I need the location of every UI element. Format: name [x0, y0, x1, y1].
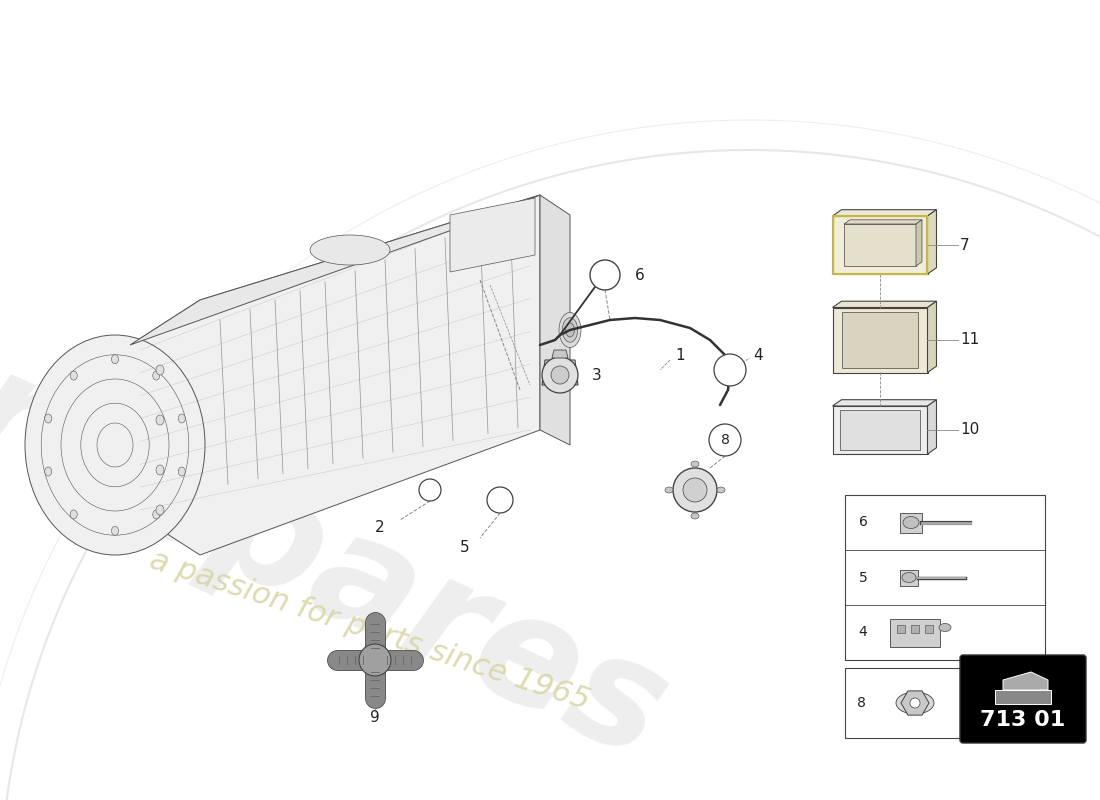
Circle shape — [551, 366, 569, 384]
Ellipse shape — [156, 365, 164, 375]
Circle shape — [673, 468, 717, 512]
Bar — [845, 495, 1045, 660]
Polygon shape — [1003, 672, 1048, 690]
Text: eurospares: eurospares — [0, 248, 690, 792]
Circle shape — [359, 644, 390, 676]
Text: 5: 5 — [859, 570, 868, 585]
Circle shape — [590, 260, 620, 290]
Ellipse shape — [691, 461, 698, 467]
Text: 2: 2 — [375, 521, 385, 535]
Text: 8: 8 — [857, 696, 866, 710]
Polygon shape — [916, 220, 922, 266]
Text: 8: 8 — [720, 433, 729, 447]
Text: 11: 11 — [960, 333, 979, 347]
Text: a passion for parts since 1965: a passion for parts since 1965 — [146, 545, 594, 715]
Text: 5: 5 — [460, 541, 470, 555]
Ellipse shape — [45, 467, 52, 476]
Circle shape — [710, 424, 741, 456]
Ellipse shape — [903, 517, 918, 529]
Ellipse shape — [666, 487, 673, 493]
Ellipse shape — [691, 513, 698, 519]
Circle shape — [419, 479, 441, 501]
Ellipse shape — [25, 335, 205, 555]
FancyBboxPatch shape — [960, 655, 1086, 743]
Text: 7: 7 — [960, 238, 969, 253]
Circle shape — [487, 487, 513, 513]
Ellipse shape — [156, 505, 164, 515]
Bar — [996, 690, 1050, 704]
Text: 4: 4 — [859, 626, 868, 639]
Ellipse shape — [156, 415, 164, 425]
Ellipse shape — [111, 354, 119, 364]
Text: 713 01: 713 01 — [980, 710, 1066, 730]
Polygon shape — [927, 210, 936, 274]
Ellipse shape — [565, 323, 574, 337]
Ellipse shape — [178, 414, 185, 423]
Bar — [896, 625, 905, 633]
Ellipse shape — [153, 510, 159, 519]
Ellipse shape — [310, 235, 390, 265]
Polygon shape — [130, 195, 540, 345]
Polygon shape — [542, 360, 578, 385]
Bar — [900, 513, 922, 533]
Polygon shape — [450, 198, 535, 272]
Bar — [844, 224, 916, 266]
Ellipse shape — [156, 465, 164, 475]
Text: 10: 10 — [960, 422, 979, 438]
Ellipse shape — [70, 371, 77, 380]
Bar — [840, 410, 920, 450]
Ellipse shape — [111, 526, 119, 535]
Circle shape — [542, 357, 578, 393]
Bar — [911, 625, 918, 633]
Polygon shape — [927, 301, 936, 373]
Ellipse shape — [178, 467, 185, 476]
Text: 4: 4 — [754, 347, 762, 362]
Polygon shape — [844, 220, 922, 224]
Text: 1: 1 — [675, 347, 685, 362]
Text: 3: 3 — [592, 367, 602, 382]
Text: 9: 9 — [370, 710, 379, 726]
Ellipse shape — [45, 414, 52, 423]
Circle shape — [683, 478, 707, 502]
Ellipse shape — [562, 318, 578, 342]
Polygon shape — [842, 312, 918, 368]
Bar — [845, 668, 960, 738]
Bar — [833, 406, 927, 454]
Text: 6: 6 — [859, 515, 868, 530]
Ellipse shape — [939, 623, 952, 631]
Bar — [833, 216, 927, 274]
Bar — [890, 618, 940, 646]
Polygon shape — [833, 400, 936, 406]
Text: 6: 6 — [635, 267, 645, 282]
Ellipse shape — [153, 371, 159, 380]
Polygon shape — [833, 301, 936, 307]
Bar — [900, 570, 918, 586]
Ellipse shape — [70, 510, 77, 519]
Polygon shape — [833, 210, 936, 216]
Ellipse shape — [559, 313, 581, 347]
Bar — [833, 307, 927, 373]
Polygon shape — [130, 195, 540, 555]
Polygon shape — [540, 195, 570, 445]
Polygon shape — [927, 400, 936, 454]
Circle shape — [910, 698, 920, 708]
Ellipse shape — [902, 573, 916, 582]
Polygon shape — [552, 350, 568, 358]
Circle shape — [714, 354, 746, 386]
Ellipse shape — [896, 692, 934, 714]
Ellipse shape — [717, 487, 725, 493]
Bar — [925, 625, 933, 633]
